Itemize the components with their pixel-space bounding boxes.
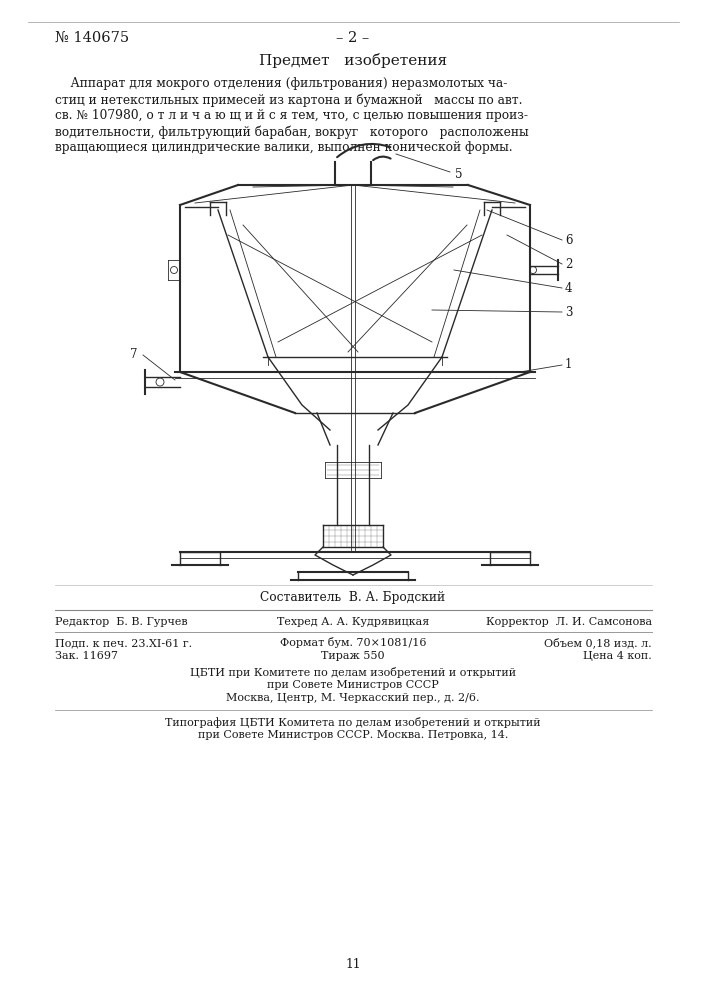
Text: Аппарат для мокрого отделения (фильтрования) неразмолотых ча-: Аппарат для мокрого отделения (фильтрова… — [55, 78, 508, 91]
Text: 3: 3 — [565, 306, 573, 318]
Text: Составитель  В. А. Бродский: Составитель В. А. Бродский — [260, 590, 445, 603]
Text: при Совете Министров СССР: при Совете Министров СССР — [267, 680, 439, 690]
Text: Москва, Центр, М. Черкасский пер., д. 2/6.: Москва, Центр, М. Черкасский пер., д. 2/… — [226, 693, 480, 703]
Text: Тираж 550: Тираж 550 — [321, 651, 385, 661]
Text: при Совете Министров СССР. Москва. Петровка, 14.: при Совете Министров СССР. Москва. Петро… — [198, 730, 508, 740]
Text: Формат бум. 70×1081/16: Формат бум. 70×1081/16 — [280, 638, 426, 648]
Text: св. № 107980, о т л и ч а ю щ и й с я тем, что, с целью повышения произ-: св. № 107980, о т л и ч а ю щ и й с я те… — [55, 109, 528, 122]
Text: вращающиеся цилиндрические валики, выполнен конической формы.: вращающиеся цилиндрические валики, выпол… — [55, 141, 513, 154]
Text: Техред А. А. Кудрявицкая: Техред А. А. Кудрявицкая — [277, 617, 429, 627]
Text: 7: 7 — [130, 349, 137, 361]
Text: 5: 5 — [455, 167, 462, 180]
Text: Зак. 11697: Зак. 11697 — [55, 651, 118, 661]
Text: Типография ЦБТИ Комитета по делам изобретений и открытий: Типография ЦБТИ Комитета по делам изобре… — [165, 716, 541, 728]
Text: 4: 4 — [565, 282, 573, 294]
Text: 6: 6 — [565, 233, 573, 246]
Text: 1: 1 — [565, 359, 573, 371]
Text: 11: 11 — [345, 958, 361, 972]
Text: водительности, фильтрующий барабан, вокруг   которого   расположены: водительности, фильтрующий барабан, вокр… — [55, 125, 529, 139]
Text: Объем 0,18 изд. л.: Объем 0,18 изд. л. — [544, 638, 652, 648]
Text: Редактор  Б. В. Гурчев: Редактор Б. В. Гурчев — [55, 617, 187, 627]
Text: Предмет   изобретения: Предмет изобретения — [259, 52, 447, 68]
Text: стиц и нетекстильных примесей из картона и бумажной   массы по авт.: стиц и нетекстильных примесей из картона… — [55, 93, 522, 107]
Text: ЦБТИ при Комитете по делам изобретений и открытий: ЦБТИ при Комитете по делам изобретений и… — [190, 666, 516, 678]
Text: Корректор  Л. И. Самсонова: Корректор Л. И. Самсонова — [486, 617, 652, 627]
Text: № 140675: № 140675 — [55, 31, 129, 45]
Text: Цена 4 коп.: Цена 4 коп. — [583, 651, 652, 661]
Text: 2: 2 — [565, 257, 573, 270]
Text: Подп. к печ. 23.XI-61 г.: Подп. к печ. 23.XI-61 г. — [55, 638, 192, 648]
Text: – 2 –: – 2 – — [337, 31, 370, 45]
